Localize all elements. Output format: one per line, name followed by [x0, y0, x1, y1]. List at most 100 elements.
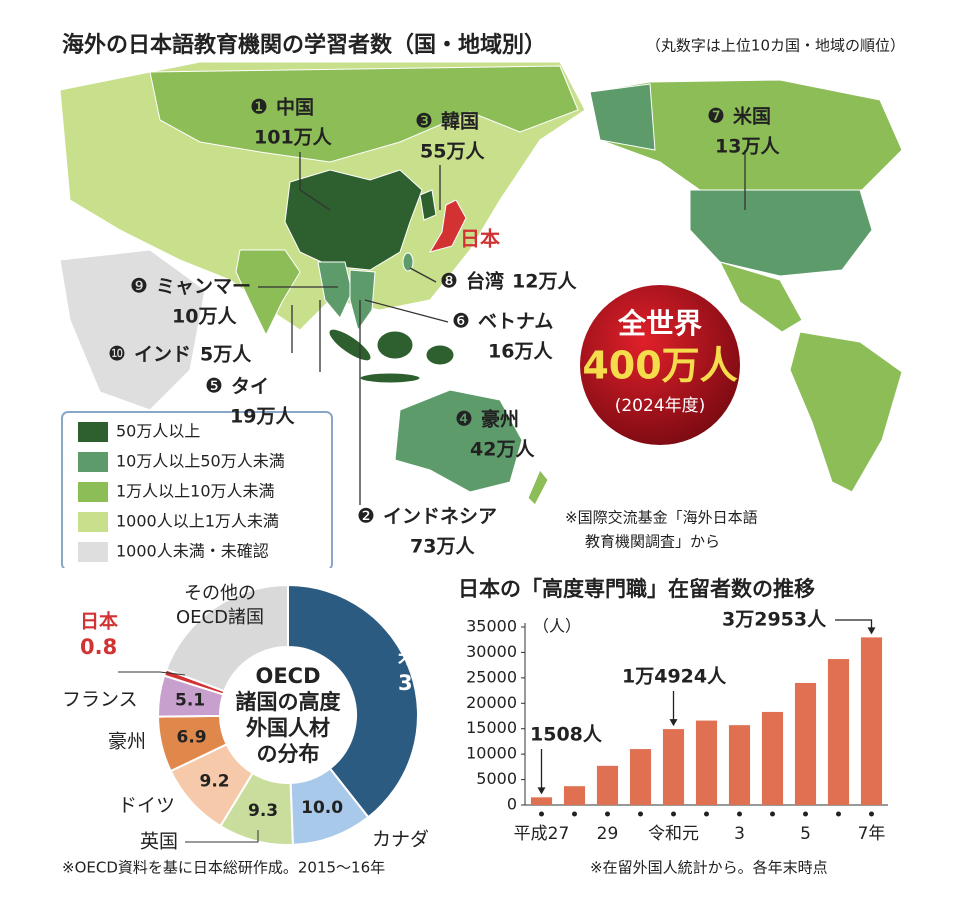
map-value: 13万人 [715, 136, 780, 158]
map-value: 19万人 [230, 406, 295, 428]
map-value: 73万人 [410, 536, 475, 558]
value-label: 1508人 [530, 724, 603, 746]
map-label: ミャンマー [156, 276, 251, 298]
map-label: 中国 [276, 96, 314, 119]
y-tick-label: 30000 [466, 642, 517, 661]
rank-badge: ❷ [357, 504, 375, 528]
x-tick-label: 令和元 [648, 824, 699, 844]
rank-badge: ❸ [415, 109, 433, 133]
map-label: 米国 [733, 105, 771, 128]
bar [530, 797, 553, 805]
value-label: 1万4924人 [622, 666, 727, 688]
bar [827, 659, 850, 805]
donut-slice [287, 583, 419, 819]
rank-badge: ❶ [250, 95, 268, 119]
donut-slice [164, 583, 289, 693]
value-label: 3万2953人 [722, 609, 827, 631]
map-label: インドネシア [383, 506, 497, 528]
legend-label: 1万人以上10万人未満 [116, 482, 275, 501]
leader-line [299, 152, 331, 211]
legend-swatch [78, 482, 108, 502]
donut-category-label: 米国 [398, 645, 436, 668]
x-dot [638, 811, 643, 817]
arrow-head [537, 787, 546, 795]
donut-value-label: 9.3 [248, 801, 278, 821]
x-tick-label: 3 [734, 824, 745, 844]
leader-line [185, 830, 259, 843]
legend-label: 50万人以上 [116, 422, 200, 441]
donut-category-label: 日本 [80, 610, 118, 633]
total-value: 400万人 [582, 344, 737, 388]
source: 教育機関調査」から [585, 533, 720, 551]
bar [794, 682, 817, 805]
map-value: 16万人 [488, 341, 553, 363]
rank-badge: ❾ [130, 274, 148, 298]
x-dot [671, 811, 676, 817]
japan-label: 日本 [460, 227, 500, 251]
x-dot [539, 811, 544, 817]
x-tick-label: 平成27 [514, 824, 570, 844]
bar [596, 765, 619, 805]
map [59, 61, 903, 506]
arrow-head [669, 719, 678, 727]
map-label: 台湾 [466, 270, 504, 293]
note: ※OECD資料を基に日本総研作成。2015〜16年 [62, 859, 385, 877]
donut-category-label: カナダ [372, 829, 429, 851]
y-axis-label: （人） [533, 617, 581, 636]
donut-category-label: フランス [62, 689, 138, 711]
x-dot [803, 811, 808, 817]
donut-value-label: 6.9 [177, 728, 207, 748]
donut-center-title: OECD [255, 664, 320, 688]
legend-swatch [78, 542, 108, 562]
x-tick-label: 7年 [858, 824, 886, 844]
map-value: 42万人 [470, 439, 535, 461]
source: ※国際交流基金「海外日本語 [565, 509, 758, 527]
donut-value-label: 10.0 [301, 798, 343, 818]
legend-label: 1000人未満・未確認 [116, 542, 269, 561]
y-tick-label: 25000 [466, 667, 517, 686]
title: 海外の日本語教育機関の学習者数（国・地域別） [62, 32, 546, 58]
map-value: 55万人 [420, 141, 485, 163]
y-tick-label: 35000 [466, 617, 517, 636]
donut-category-label: 豪州 [108, 731, 146, 753]
donut-value-label: 0.8 [80, 635, 117, 659]
map-value: 10万人 [172, 306, 237, 328]
bar [860, 637, 883, 805]
y-tick-label: 0 [507, 795, 517, 814]
x-dot [605, 811, 610, 817]
map-value: 101万人 [254, 127, 333, 149]
bar [629, 749, 652, 805]
map-label: 豪州 [481, 408, 519, 431]
x-dot [836, 811, 841, 817]
leader-line [364, 299, 449, 323]
rank-badge: ❿ [108, 342, 126, 366]
legend-swatch [78, 512, 108, 532]
donut-hole [221, 648, 355, 782]
leader-line [409, 267, 437, 283]
total-heading: 全世界 [617, 307, 702, 340]
x-dot [869, 811, 874, 817]
map-value: 12万人 [512, 271, 577, 293]
x-dot [572, 811, 577, 817]
bar [695, 720, 718, 805]
map-value: 5万人 [200, 344, 252, 366]
rank-badge: ❻ [452, 309, 470, 333]
x-tick-label: 29 [597, 824, 619, 844]
bar [728, 725, 751, 805]
map-label: 韓国 [441, 110, 479, 133]
y-tick-label: 10000 [466, 744, 517, 763]
bar [761, 711, 784, 805]
donut-category-label: 英国 [140, 831, 178, 853]
total-year: (2024年度) [615, 396, 706, 416]
total-badge [580, 285, 740, 445]
rank-badge: ❼ [707, 104, 725, 128]
rank-badge: ❺ [205, 374, 223, 398]
donut-category-label: その他の OECD諸国 [176, 583, 264, 628]
legend-label: 10万人以上50万人未満 [116, 452, 285, 471]
legend-swatch [78, 452, 108, 472]
note: ※在留外国人統計から。各年末時点 [590, 859, 828, 877]
map-label: タイ [231, 376, 269, 398]
donut-center-title: 外国人材 [246, 716, 330, 740]
